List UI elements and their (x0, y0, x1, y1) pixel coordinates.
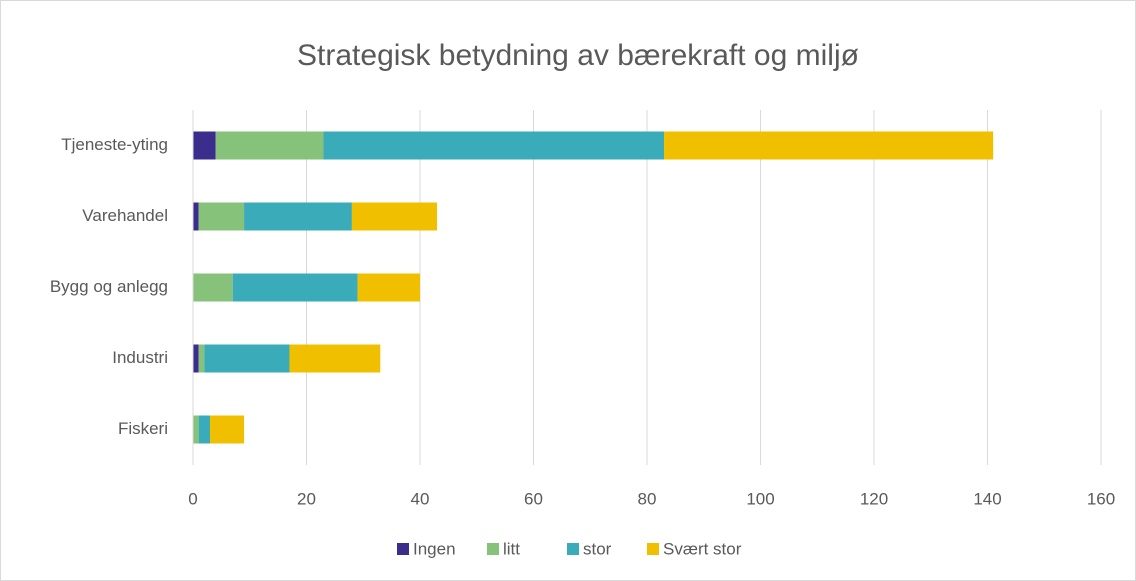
x-tick-label: 60 (524, 489, 543, 508)
y-tick-label: Fiskeri (118, 419, 168, 438)
x-tick-label: 20 (297, 489, 316, 508)
chart-title: Strategisk betydning av bærekraft og mil… (297, 39, 859, 72)
legend-label: stor (583, 539, 612, 558)
x-tick-label: 120 (860, 489, 888, 508)
bar-segment (193, 344, 199, 373)
bar-segment (244, 202, 352, 231)
bar-segment (323, 131, 665, 160)
bar-segment (215, 131, 324, 160)
x-tick-label: 40 (411, 489, 430, 508)
y-tick-label: Industri (112, 348, 168, 367)
x-tick-label: 80 (638, 489, 657, 508)
bar-segment (210, 415, 245, 444)
legend-label: Svært stor (663, 539, 742, 558)
x-tick-label: 100 (746, 489, 774, 508)
legend-label: litt (503, 539, 520, 558)
bar-segment (198, 415, 211, 444)
bar-segment (193, 273, 233, 302)
legend-label: Ingen (413, 539, 456, 558)
legend-swatch (647, 543, 659, 555)
bar-segment (193, 202, 199, 231)
x-tick-label: 140 (973, 489, 1001, 508)
bar-segment (204, 344, 290, 373)
bar-segment (193, 131, 216, 160)
y-tick-label: Tjeneste-yting (61, 135, 168, 154)
bar-segment (289, 344, 381, 373)
legend-swatch (397, 543, 409, 555)
y-tick-label: Varehandel (82, 206, 168, 225)
legend-swatch (567, 543, 579, 555)
x-tick-label: 160 (1087, 489, 1115, 508)
bar-segment (198, 202, 245, 231)
bar-segment (198, 344, 205, 373)
bar-segment (193, 415, 199, 444)
y-tick-label: Bygg og anlegg (50, 277, 168, 296)
bar-segment (232, 273, 358, 302)
bar-segment (664, 131, 994, 160)
bar-segment (357, 273, 420, 302)
bar-segment (351, 202, 438, 231)
legend-swatch (487, 543, 499, 555)
x-tick-label: 0 (188, 489, 197, 508)
